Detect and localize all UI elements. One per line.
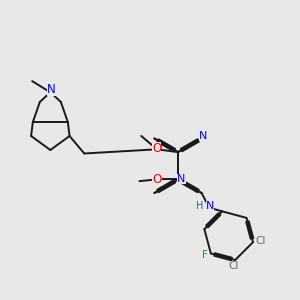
Text: H: H xyxy=(196,201,203,211)
Text: Cl: Cl xyxy=(256,236,266,247)
Text: O: O xyxy=(152,142,161,155)
Text: O: O xyxy=(152,142,161,155)
Text: Cl: Cl xyxy=(228,261,239,271)
Text: N: N xyxy=(47,83,56,96)
Text: N: N xyxy=(199,131,207,141)
Text: O: O xyxy=(152,173,162,186)
Text: N: N xyxy=(206,201,214,211)
Text: N: N xyxy=(177,174,186,184)
Text: F: F xyxy=(202,250,208,260)
